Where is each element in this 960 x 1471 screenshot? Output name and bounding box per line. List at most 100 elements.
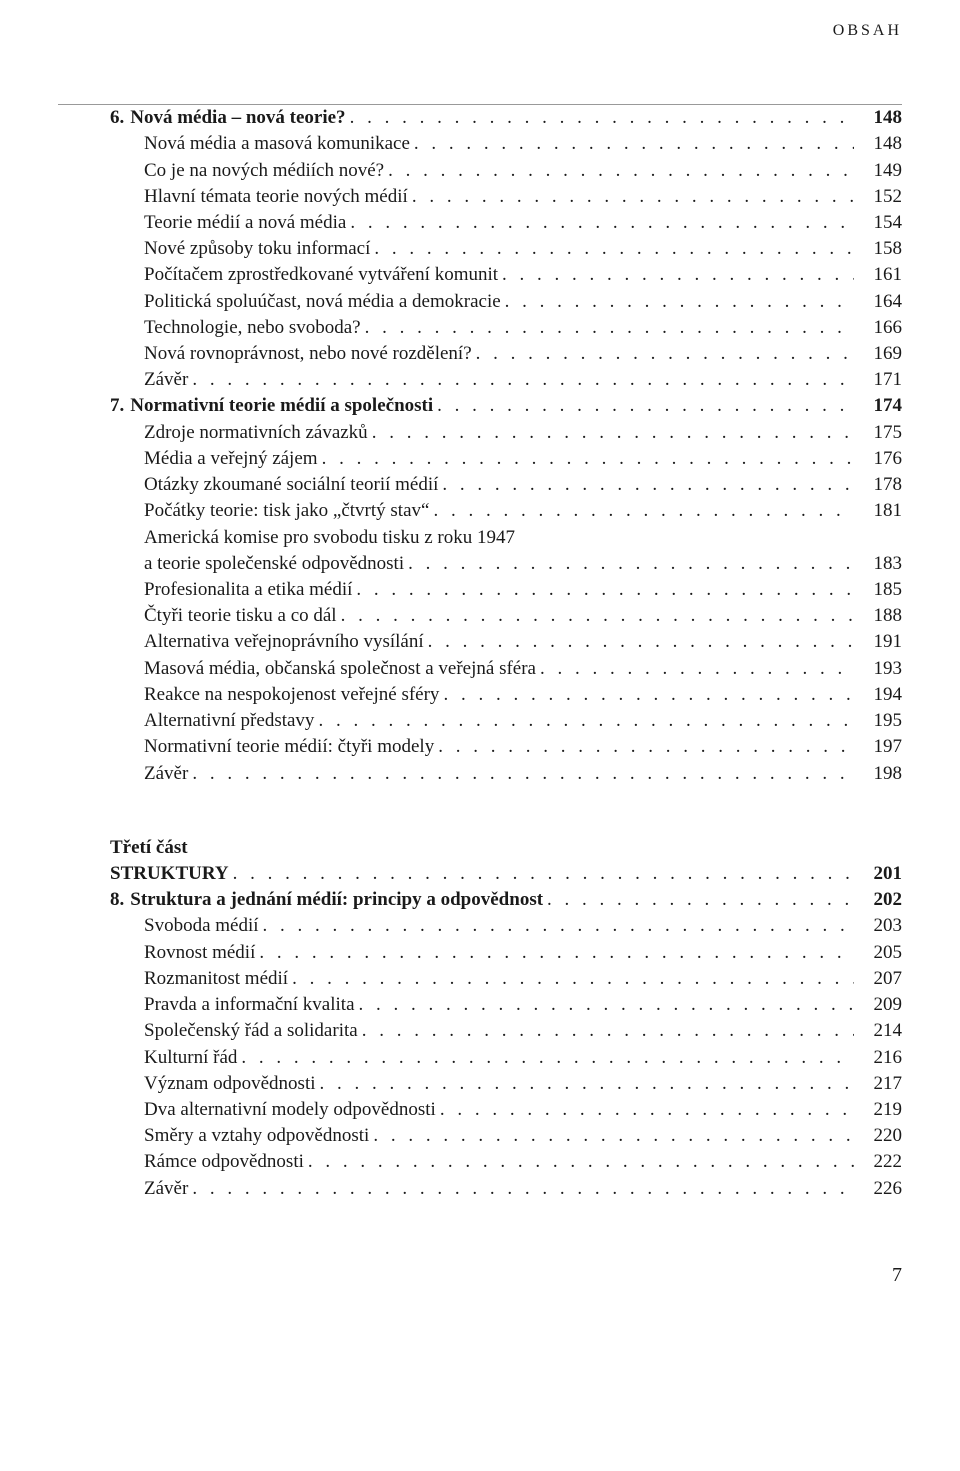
toc-item-row: Rovnost médií 205 (110, 940, 902, 966)
leader (433, 498, 854, 524)
page-number: 197 (858, 734, 902, 760)
leader (442, 472, 854, 498)
page: OBSAH 6.Nová média – nová teorie?148Nová… (0, 0, 960, 1319)
toc-chapter-row: 6.Nová média – nová teorie?148 (110, 105, 902, 131)
toc-item-title: Normativní teorie médií: čtyři modely (144, 734, 434, 760)
leader (192, 761, 854, 787)
toc-item-title: Nová rovnoprávnost, nebo nové rozdělení? (144, 341, 472, 367)
toc-item-title: Kulturní řád (144, 1045, 237, 1071)
toc-item-row: Závěr 171 (110, 367, 902, 393)
page-number: 175 (858, 420, 902, 446)
toc-item-title: Americká komise pro svobodu tisku z roku… (144, 527, 515, 548)
toc-item-title: Média a veřejný zájem (144, 446, 318, 472)
toc-item-row: Nová rovnoprávnost, nebo nové rozdělení?… (110, 341, 902, 367)
toc-item-row-line1: Americká komise pro svobodu tisku z roku… (110, 525, 902, 551)
toc-item-title: Teorie médií a nová média (144, 210, 346, 236)
toc-item-row: Závěr198 (110, 761, 902, 787)
leader (292, 966, 854, 992)
page-number: 161 (858, 262, 902, 288)
toc-item-title: Rámce odpovědnosti (144, 1149, 304, 1175)
toc-item-title: Hlavní témata teorie nových médií (144, 184, 408, 210)
toc-item-row: Politická spoluúčast, nová média a demok… (110, 289, 902, 315)
page-number: 188 (858, 603, 902, 629)
page-number: 164 (858, 289, 902, 315)
page-number: 222 (858, 1149, 902, 1175)
leader (408, 551, 854, 577)
page-number: 154 (858, 210, 902, 236)
part-heading: STRUKTURY (110, 861, 229, 887)
toc-item-row: Rozmanitost médií207 (110, 966, 902, 992)
leader (365, 315, 854, 341)
leader (443, 682, 854, 708)
leader (356, 577, 854, 603)
toc-item-title: Společenský řád a solidarita (144, 1018, 358, 1044)
part-heading-row: STRUKTURY 201 (110, 861, 902, 887)
leader (192, 367, 854, 393)
toc-item-title: Otázky zkoumané sociální teorií médií (144, 472, 438, 498)
chapter-number: 6. (110, 105, 124, 131)
toc-item-row: Kulturní řád 216 (110, 1045, 902, 1071)
page-number: 214 (858, 1018, 902, 1044)
toc-block-1: 6.Nová média – nová teorie?148Nová média… (110, 105, 902, 787)
page-number: 202 (858, 887, 902, 913)
toc-block-2: 8.Struktura a jednání médií: principy a … (110, 887, 902, 1202)
leader (350, 105, 854, 131)
page-number: 194 (858, 682, 902, 708)
leader (362, 1018, 854, 1044)
leader (373, 1123, 854, 1149)
toc-item-row: Nová média a masová komunikace148 (110, 131, 902, 157)
chapter-title: Normativní teorie médií a společnosti (130, 393, 433, 419)
toc-item-title: Nové způsoby toku informací (144, 236, 370, 262)
toc-item-title: Počátky teorie: tisk jako „čtvrtý stav“ (144, 498, 429, 524)
page-number: 195 (858, 708, 902, 734)
toc-item-title: Masová média, občanská společnost a veře… (144, 656, 536, 682)
page-number: 220 (858, 1123, 902, 1149)
leader (241, 1045, 854, 1071)
toc-item-row: Počátky teorie: tisk jako „čtvrtý stav“ 1… (110, 498, 902, 524)
page-number: 181 (858, 498, 902, 524)
toc-item-row: Závěr226 (110, 1176, 902, 1202)
page-number: 169 (858, 341, 902, 367)
page-number: 216 (858, 1045, 902, 1071)
folio: 7 (110, 1262, 902, 1290)
toc-item-row: Masová média, občanská společnost a veře… (110, 656, 902, 682)
toc-item-title: Význam odpovědnosti (144, 1071, 316, 1097)
toc-item-title: Technologie, nebo svoboda? (144, 315, 361, 341)
toc-item-title: Závěr (144, 367, 188, 393)
page-number: 193 (858, 656, 902, 682)
leader (440, 1097, 854, 1123)
leader (320, 1071, 854, 1097)
leader (437, 393, 854, 419)
page-number: 205 (858, 940, 902, 966)
leader (438, 734, 854, 760)
toc-item-title: Směry a vztahy odpovědnosti (144, 1123, 369, 1149)
leader (388, 158, 854, 184)
chapter-number: 8. (110, 887, 124, 913)
toc-item-row: Profesionalita a etika médií185 (110, 577, 902, 603)
page-number: 198 (858, 761, 902, 787)
toc-item-row: Alternativa veřejnoprávního vysílání191 (110, 629, 902, 655)
leader (192, 1176, 854, 1202)
toc-chapter-row: 8.Struktura a jednání médií: principy a … (110, 887, 902, 913)
leader (540, 656, 854, 682)
chapter-title: Struktura a jednání médií: principy a od… (130, 887, 543, 913)
toc-item-title: Rozmanitost médií (144, 966, 288, 992)
running-head: OBSAH (110, 20, 902, 44)
toc-item-row: Alternativní představy195 (110, 708, 902, 734)
toc-item-title: Závěr (144, 1176, 188, 1202)
toc-item-row: Dva alternativní modely odpovědnosti219 (110, 1097, 902, 1123)
toc-item-row: Média a veřejný zájem 176 (110, 446, 902, 472)
toc-item-title: Rovnost médií (144, 940, 255, 966)
toc-item-row: Společenský řád a solidarita 214 (110, 1018, 902, 1044)
toc-item-title: Nová média a masová komunikace (144, 131, 410, 157)
toc-item-row: Význam odpovědnosti217 (110, 1071, 902, 1097)
toc-item-title: Co je na nových médiích nové? (144, 158, 384, 184)
toc-item-row: Zdroje normativních závazků175 (110, 420, 902, 446)
page-number: 171 (858, 367, 902, 393)
leader (350, 210, 854, 236)
page-number: 176 (858, 446, 902, 472)
toc-item-row: Počítačem zprostředkované vytváření komu… (110, 262, 902, 288)
toc-item-row: Rámce odpovědnosti 222 (110, 1149, 902, 1175)
chapter-title: Nová média – nová teorie? (130, 105, 345, 131)
toc-item-row: Směry a vztahy odpovědnosti 220 (110, 1123, 902, 1149)
